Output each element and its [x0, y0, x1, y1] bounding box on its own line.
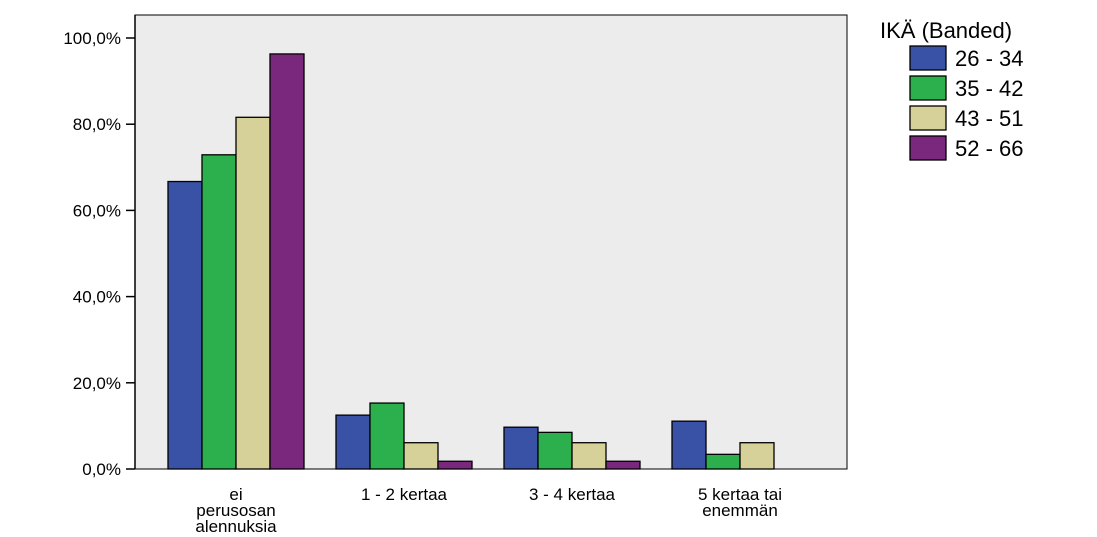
bar — [403, 442, 439, 470]
legend-label: 35 - 42 — [955, 76, 1024, 101]
bar — [571, 442, 607, 470]
legend-swatch — [909, 135, 947, 161]
x-category-label: 1 - 2 kertaa — [361, 485, 448, 504]
legend-label: 26 - 34 — [955, 46, 1024, 71]
bars — [167, 53, 775, 470]
bar — [437, 460, 473, 470]
legend-label: 52 - 66 — [955, 136, 1024, 161]
x-category-label: 3 - 4 kertaa — [529, 485, 616, 504]
bar — [369, 402, 405, 470]
y-tick-label: 100,0% — [63, 29, 121, 48]
y-tick-label: 0,0% — [82, 460, 121, 479]
y-tick-label: 40,0% — [73, 288, 121, 307]
x-category-label: ei — [229, 485, 242, 504]
x-category-label: enemmän — [702, 501, 778, 520]
y-tick-label: 60,0% — [73, 201, 121, 220]
x-category-label: perusosan — [196, 501, 275, 520]
y-tick-label: 80,0% — [73, 115, 121, 134]
bar — [605, 460, 641, 470]
legend-swatch — [909, 105, 947, 131]
legend-swatch — [909, 75, 947, 101]
bar — [235, 116, 271, 470]
legend: IKÄ (Banded) 26 - 34 35 - 42 43 - 51 52 - 6… — [880, 18, 1024, 161]
bar — [167, 180, 203, 470]
legend-label: 43 - 51 — [955, 106, 1024, 131]
bar — [269, 53, 305, 470]
y-axis-ticks: 0,0% 20,0% 40,0% 60,0% 80,0% 100,0% — [63, 29, 135, 479]
bar — [335, 414, 371, 470]
y-tick-label: 20,0% — [73, 374, 121, 393]
bar — [503, 426, 539, 470]
bar — [201, 154, 237, 470]
bar — [705, 453, 741, 470]
legend-title: IKÄ (Banded) — [880, 18, 1012, 43]
bar — [739, 442, 775, 470]
x-category-label: 5 kertaa tai — [698, 485, 782, 504]
bar — [537, 431, 573, 470]
bar — [671, 420, 707, 470]
x-category-label: alennuksia — [195, 517, 277, 536]
legend-swatch — [909, 45, 947, 71]
